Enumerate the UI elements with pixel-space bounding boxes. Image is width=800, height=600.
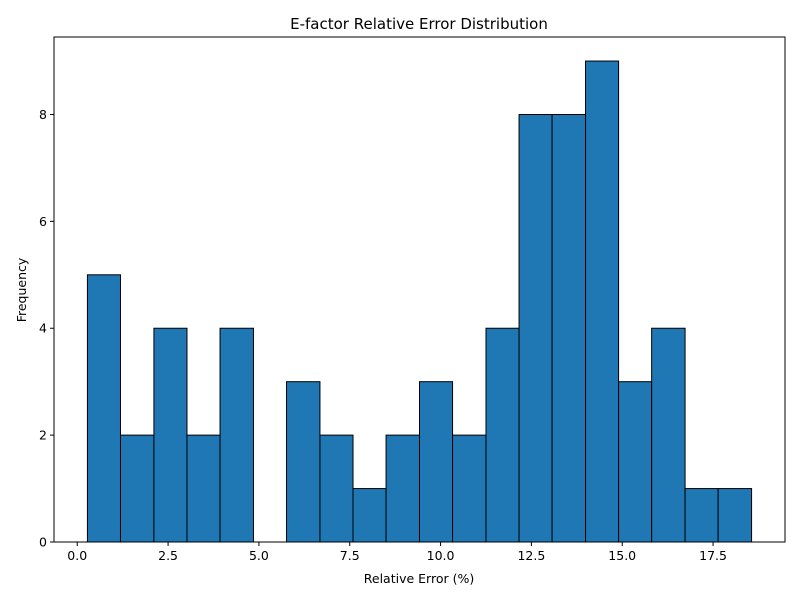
y-axis: 0 2 4 6 8 [39,107,54,550]
x-tick-label: 7.5 [340,548,360,563]
histogram-bar [119,434,155,543]
bars-group [86,60,753,543]
histogram-bar [419,381,454,543]
histogram-bar [684,488,719,543]
histogram-bar [452,434,487,543]
y-tick-label: 6 [39,214,47,229]
y-tick-label: 8 [39,107,47,122]
chart-title: E-factor Relative Error Distribution [290,15,548,33]
histogram-bar [86,274,121,543]
x-tick-label: 10.0 [427,548,455,563]
x-tick-label: 5.0 [249,548,269,563]
x-tick-label: 12.5 [517,548,545,563]
histogram-bar [717,488,753,543]
histogram-bar [485,327,520,543]
histogram-bar [585,60,620,543]
y-tick-label: 4 [39,321,47,336]
y-tick-label: 0 [39,535,47,550]
histogram-bar [186,434,221,543]
histogram-bar [219,327,254,543]
histogram-bar [286,381,321,543]
x-tick-label: 15.0 [608,548,636,563]
plot-frame [53,36,786,543]
x-tick-label: 2.5 [158,548,178,563]
histogram-bar [385,434,420,543]
x-axis: 0.0 2.5 5.0 7.5 10.0 12.5 15.0 17.5 [67,542,727,563]
y-tick-label: 2 [39,428,47,443]
histogram-bar [618,381,653,543]
x-tick-label: 0.0 [67,548,87,563]
histogram-bar [153,327,188,543]
y-axis-label: Frequency [14,257,29,322]
x-axis-label: Relative Error (%) [364,571,474,586]
x-tick-label: 17.5 [699,548,727,563]
histogram-bar [352,488,387,543]
histogram-bar [319,434,354,543]
histogram-bar [651,327,686,543]
histogram-bar [551,113,587,543]
histogram-bar [518,113,553,543]
